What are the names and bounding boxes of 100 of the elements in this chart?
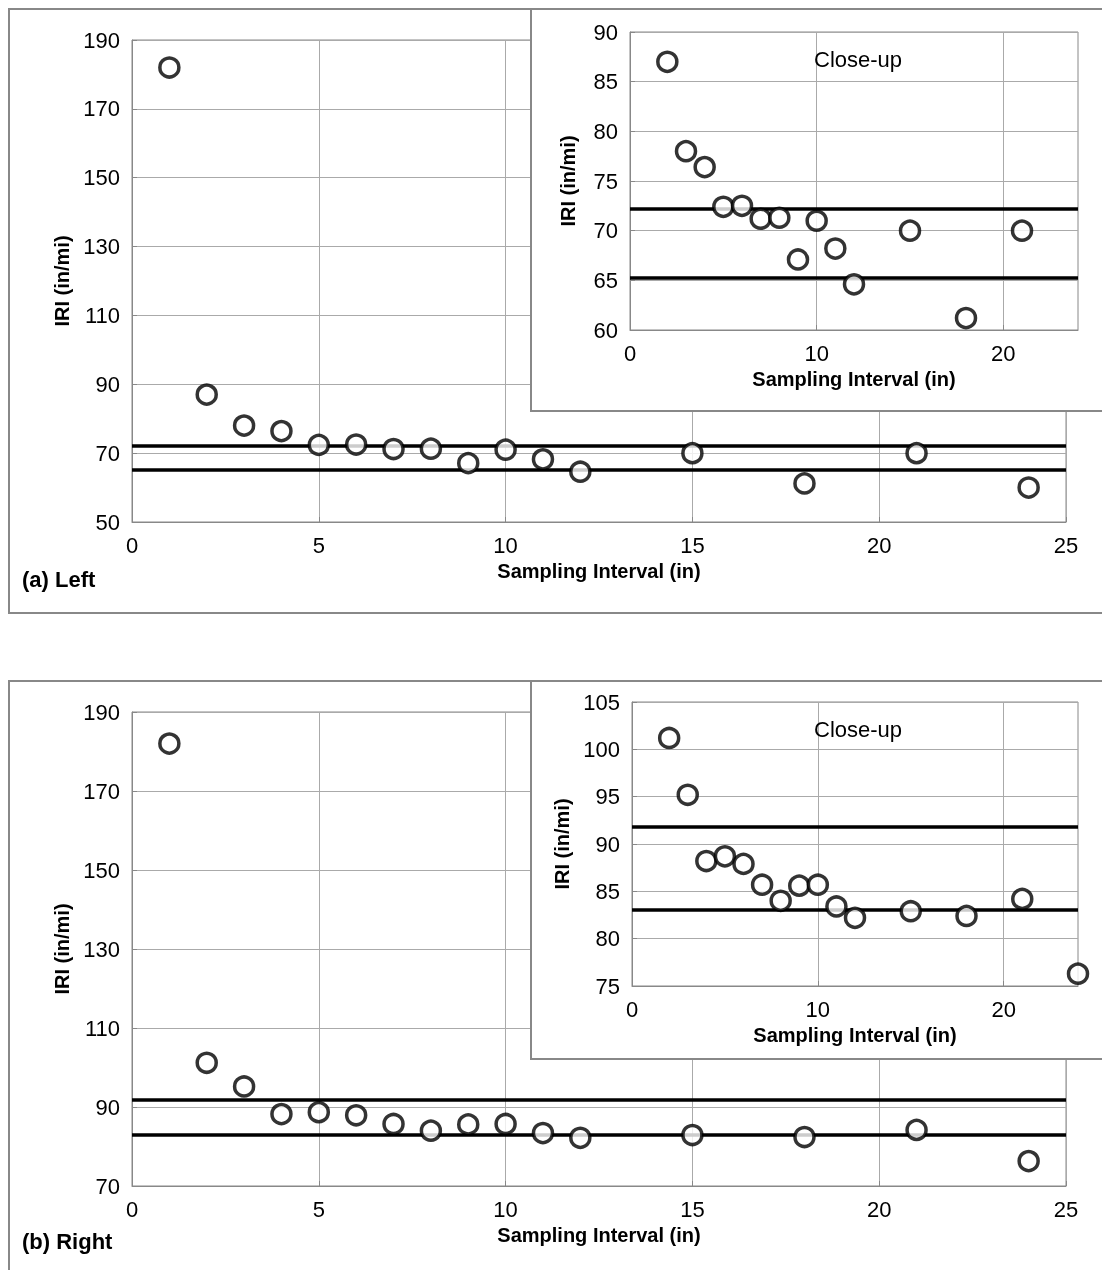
y-tick-label: 50 [95,509,120,535]
point [749,207,772,230]
point [419,1119,443,1142]
point [1017,1149,1040,1173]
y-tick-label: 85 [595,878,620,904]
y-tick-label: 80 [595,926,620,952]
y-tick-label: 70 [95,1173,120,1199]
y-tick-label: 170 [83,778,120,804]
text: (a) Left [22,566,96,592]
point [419,437,443,460]
x-tick-label: 25 [1053,532,1079,558]
point [344,433,368,456]
point [768,206,791,229]
y-tick-label: 105 [583,689,620,715]
point [494,438,517,461]
point [898,219,922,242]
x-tick-label: 15 [680,1196,705,1222]
x-tick-label: 10 [805,996,831,1022]
point [899,899,922,923]
y-tick-label: 70 [593,218,618,244]
point [843,906,867,930]
point [806,873,830,896]
x-tick-label: 5 [312,1196,325,1222]
text: (b) Right [22,1228,114,1254]
y-axis-title: IRI (in/mi) [551,798,574,890]
y-tick-label: 80 [593,118,618,144]
x-tick-label: 0 [625,996,639,1022]
annotation: Close-up [814,46,903,72]
point [805,209,828,232]
point [824,237,847,260]
y-axis-title: IRI (in/mi) [557,135,579,227]
x-axis-title: Sampling Interval (in) [752,367,956,390]
point [307,1100,331,1124]
point [344,1104,368,1127]
point [1011,887,1034,911]
y-tick-label: 60 [593,317,618,343]
y-tick-label: 190 [83,27,120,53]
y-tick-label: 150 [83,857,120,883]
point [1010,219,1034,242]
y-tick-label: 130 [83,234,120,260]
point [382,437,405,461]
point [494,1112,517,1136]
x-tick-label: 0 [623,340,637,366]
x-tick-label: 5 [312,532,325,558]
x-tick-label: 15 [680,532,705,558]
y-tick-label: 110 [84,1015,120,1041]
point [793,1125,816,1149]
y-tick-label: 75 [593,168,618,194]
point [825,895,848,918]
x-tick-label: 10 [493,532,518,558]
point [657,726,681,750]
point [695,849,718,873]
point [158,732,181,755]
x-tick-label: 20 [866,1196,892,1222]
point [732,852,755,876]
x-tick-label: 25 [1053,1196,1079,1222]
point [905,441,928,465]
point [195,1051,218,1074]
point [713,845,737,868]
point [681,1123,704,1147]
point [842,273,866,296]
x-tick-label: 20 [991,996,1016,1022]
point [270,419,293,443]
point [457,451,480,475]
point [307,433,331,457]
point [1066,962,1090,985]
x-tick-label: 10 [493,1196,518,1222]
y-tick-label: 90 [595,831,620,857]
y-tick-label: 85 [593,69,618,95]
x-tick-label: 0 [125,532,139,558]
x-tick-label: 20 [991,340,1016,366]
y-tick-label: 90 [593,19,618,45]
point [270,1102,293,1126]
point [693,155,716,179]
point [769,889,792,913]
y-tick-label: 150 [83,165,120,191]
x-tick-label: 10 [804,340,829,366]
point [158,56,181,79]
y-tick-label: 90 [95,1094,120,1120]
point [905,1118,928,1142]
y-axis-title: IRI (in/mi) [51,903,74,995]
point [569,1126,592,1150]
point [457,1113,480,1136]
annotation: Close-up [814,716,903,742]
point [1017,476,1040,499]
y-tick-label: 110 [84,302,120,328]
point [730,194,754,218]
point [750,873,774,896]
y-tick-label: 170 [83,96,120,122]
y-tick-label: 95 [595,784,620,810]
y-axis-title: IRI (in/mi) [51,235,74,327]
point [712,195,735,219]
y-tick-label: 90 [95,371,120,397]
point [195,383,218,406]
point [382,1112,405,1136]
point [674,139,698,163]
x-axis-title: Sampling Interval (in) [753,1023,957,1046]
point [531,1121,555,1145]
y-tick-label: 100 [583,736,620,762]
point [656,50,679,74]
